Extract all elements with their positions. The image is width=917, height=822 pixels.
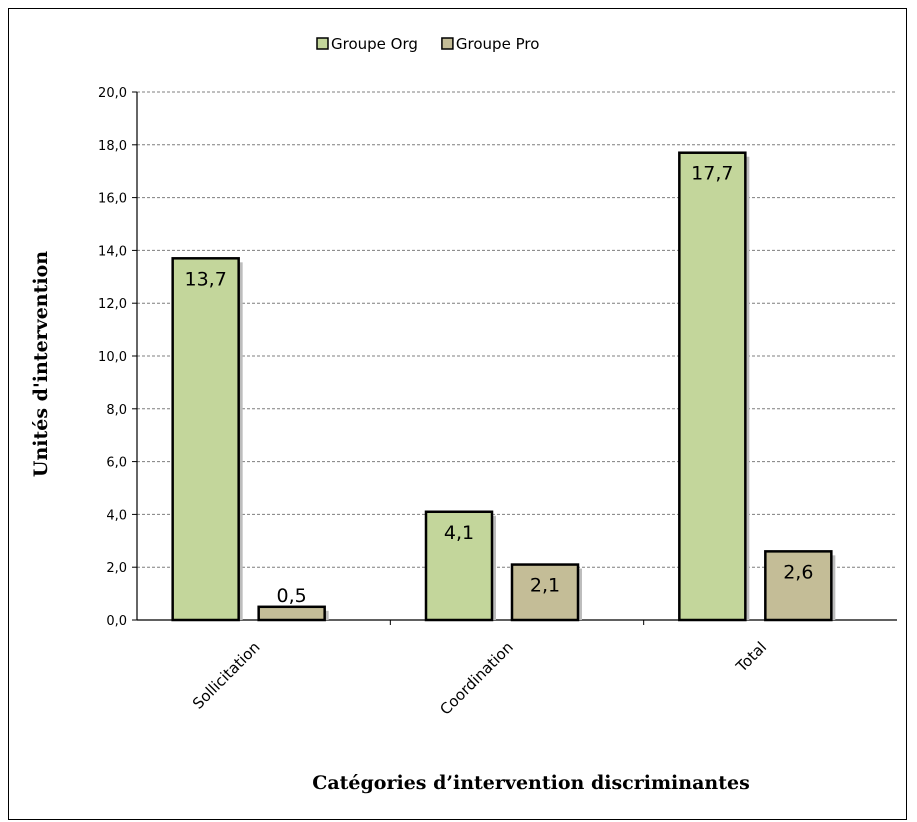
legend-label: Groupe Pro [456,35,539,53]
y-tick-label: 16,0 [98,192,127,207]
x-tick-label: Sollicitation [189,638,264,713]
y-tick-label: 12,0 [98,297,127,312]
y-tick-label: 0,0 [106,614,127,629]
bar [257,605,326,622]
data-label: 17,7 [691,163,733,185]
y-tick-label: 8,0 [106,403,127,418]
bar [764,550,833,622]
data-label: 0,5 [277,585,307,607]
legend-swatch [316,37,329,50]
y-tick-label: 18,0 [98,139,127,154]
legend-swatch [441,37,454,50]
y-tick-label: 2,0 [106,561,127,576]
x-axis-title: Catégories d’intervention discriminantes [312,772,750,794]
x-tick-label: Total [732,638,770,676]
bar [171,257,240,622]
y-tick-label: 10,0 [98,350,127,365]
y-tick-label: 4,0 [106,508,127,523]
y-tick-label: 6,0 [106,456,127,471]
bar [424,510,494,622]
data-label: 2,6 [783,561,813,583]
data-label: 13,7 [185,268,227,290]
bars [171,151,836,622]
legend: Groupe Org Groupe Pro [316,35,539,53]
y-axis-title: Unités d'intervention [30,251,52,477]
gridlines [137,91,897,568]
chart-frame: 0,0 2,0 4,0 6,0 8,0 10,0 12,0 14,0 16,0 18,0 20,0 S… [8,8,907,820]
data-label: 2,1 [530,575,560,597]
data-labels: 13,7 0,5 4,1 2,1 17,7 2,6 [185,163,814,607]
x-tick-label: Coordination [436,638,517,719]
bar [510,563,580,622]
y-tick-label: 14,0 [98,244,127,259]
bar-chart: 0,0 2,0 4,0 6,0 8,0 10,0 12,0 14,0 16,0 18,0 20,0 S… [30,35,897,794]
legend-label: Groupe Org [331,35,418,53]
y-tick-label: 20,0 [98,86,127,101]
bar [678,151,747,622]
data-label: 4,1 [444,522,474,544]
